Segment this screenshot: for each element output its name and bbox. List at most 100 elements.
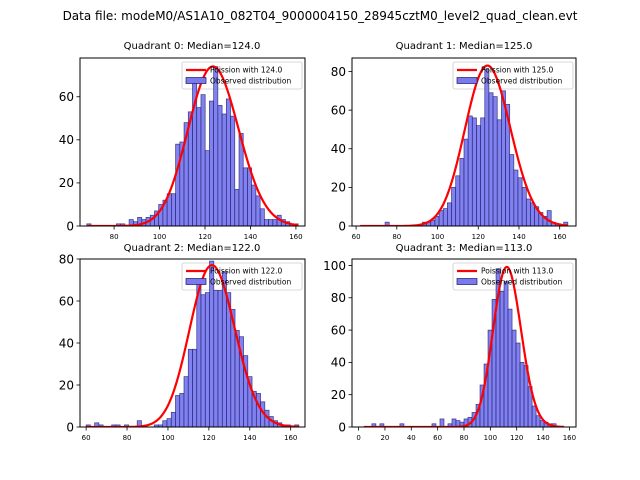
histogram-bar xyxy=(247,167,253,226)
axes-frame xyxy=(79,57,306,227)
x-tick-label: 160 xyxy=(289,233,302,241)
x-tick-label: 120 xyxy=(472,233,485,241)
y-tick-label: 60 xyxy=(331,103,346,117)
histogram-bar xyxy=(496,119,502,226)
histogram-bar xyxy=(187,348,193,427)
poisson-curve xyxy=(363,265,565,427)
histogram-bar xyxy=(515,342,521,427)
histogram-bar xyxy=(451,187,457,226)
y-tick-label: 80 xyxy=(59,252,74,266)
histogram-bar xyxy=(439,418,445,427)
x-tick-label: 80 xyxy=(460,434,469,442)
histogram-bar xyxy=(517,177,523,226)
y-tick-label: 80 xyxy=(331,65,346,79)
histogram-bar xyxy=(213,290,219,427)
histogram-bar xyxy=(434,215,440,226)
histogram-bar xyxy=(242,167,248,226)
x-tick-label: 100 xyxy=(161,434,174,442)
y-tick-label: 20 xyxy=(331,181,346,195)
histogram-bar xyxy=(183,376,189,427)
x-tick-label: 160 xyxy=(553,233,566,241)
histogram-bar xyxy=(234,189,240,226)
legend-bars-label: Observed distribution xyxy=(210,77,291,86)
x-tick-label: 60 xyxy=(82,434,91,442)
histogram-bar xyxy=(501,90,506,226)
histogram-bar xyxy=(225,98,231,226)
histogram-bar xyxy=(213,66,219,226)
histogram-bar xyxy=(525,198,531,226)
x-tick-label: 120 xyxy=(202,434,215,442)
histogram-bar xyxy=(480,117,486,226)
y-tick-label: 0 xyxy=(66,219,74,233)
x-tick-label: 80 xyxy=(110,233,119,241)
histogram-bar xyxy=(484,69,490,226)
histogram-bar xyxy=(166,418,172,427)
histogram-bar xyxy=(251,184,257,226)
histogram-bar xyxy=(531,405,537,427)
x-tick-label: 140 xyxy=(512,233,525,241)
histogram-bar xyxy=(196,279,202,427)
legend-bars-label: Observed distribution xyxy=(481,77,562,86)
histogram-bar xyxy=(451,418,457,427)
x-tick-label: 140 xyxy=(536,434,549,442)
legend-box xyxy=(452,262,574,291)
y-tick-label: 0 xyxy=(338,420,346,434)
axes-frame xyxy=(351,57,577,227)
y-tick-label: 60 xyxy=(59,90,74,104)
histogram-bar xyxy=(535,415,541,427)
histogram-bar xyxy=(230,115,236,226)
panel-title: Quadrant 0: Median=124.0 xyxy=(124,41,261,52)
x-tick-label: 20 xyxy=(380,434,389,442)
legend-box xyxy=(181,61,303,90)
legend-bars-label: Observed distribution xyxy=(210,278,291,287)
histogram-bar xyxy=(455,175,461,226)
plot-area xyxy=(86,65,299,226)
legend-bars-label: Observed distribution xyxy=(481,278,562,287)
histogram-bar xyxy=(530,202,535,226)
y-tick-label: 80 xyxy=(331,291,346,305)
legend-bar-swatch xyxy=(185,278,207,285)
legend-line-label: Poission with 125.0 xyxy=(481,66,554,75)
histogram-bar xyxy=(511,329,517,427)
histogram-bar xyxy=(204,150,210,226)
histogram-bar xyxy=(272,219,278,226)
histogram-bar xyxy=(170,411,176,427)
y-tick-label: 100 xyxy=(323,259,346,273)
y-tick-label: 60 xyxy=(331,323,346,337)
figure-suptitle: Data file: modeM0/AS1A10_082T04_90000041… xyxy=(63,9,578,23)
histogram-bar xyxy=(467,115,473,226)
histogram-bar xyxy=(217,105,223,226)
histogram-bar xyxy=(442,208,448,226)
histogram-bar xyxy=(503,281,509,427)
histogram-bar xyxy=(209,100,214,226)
histogram-bar xyxy=(509,154,515,226)
x-tick-label: 100 xyxy=(153,233,166,241)
histogram-bar xyxy=(255,393,261,427)
histogram-bar xyxy=(162,420,168,427)
panel-quadrant-1: Quadrant 1: Median=125.0 0 20 40 60 80 60 80 10… xyxy=(331,41,577,241)
legend-line-label: Poission with 113.0 xyxy=(481,267,554,276)
legend-line-label: Poission with 122.0 xyxy=(210,267,283,276)
histogram-bar xyxy=(447,202,452,226)
x-tick-label: 140 xyxy=(244,233,257,241)
panel-title: Quadrant 2: Median=122.0 xyxy=(124,243,261,254)
y-tick-label: 0 xyxy=(338,219,346,233)
panel-quadrant-2: Quadrant 2: Median=122.0 0 20 40 60 80 60 80 10… xyxy=(59,243,306,442)
x-tick-label: 120 xyxy=(198,233,211,241)
x-tick-label: 0 xyxy=(356,434,360,442)
y-tick-label: 20 xyxy=(59,176,74,190)
histogram-bar xyxy=(463,138,469,226)
histogram-bar xyxy=(175,143,181,226)
histogram-bar xyxy=(476,125,481,226)
histogram-bar xyxy=(217,290,223,427)
y-tick-label: 40 xyxy=(331,356,346,370)
histogram-bar xyxy=(459,158,465,226)
x-tick-label: 80 xyxy=(392,233,401,241)
x-tick-label: 160 xyxy=(563,434,576,442)
x-tick-label: 160 xyxy=(284,434,297,442)
histogram-bar xyxy=(204,292,210,427)
x-tick-label: 120 xyxy=(510,434,523,442)
histogram-bar xyxy=(521,187,527,226)
y-tick-label: 40 xyxy=(59,336,74,350)
histogram-bar xyxy=(255,195,261,226)
